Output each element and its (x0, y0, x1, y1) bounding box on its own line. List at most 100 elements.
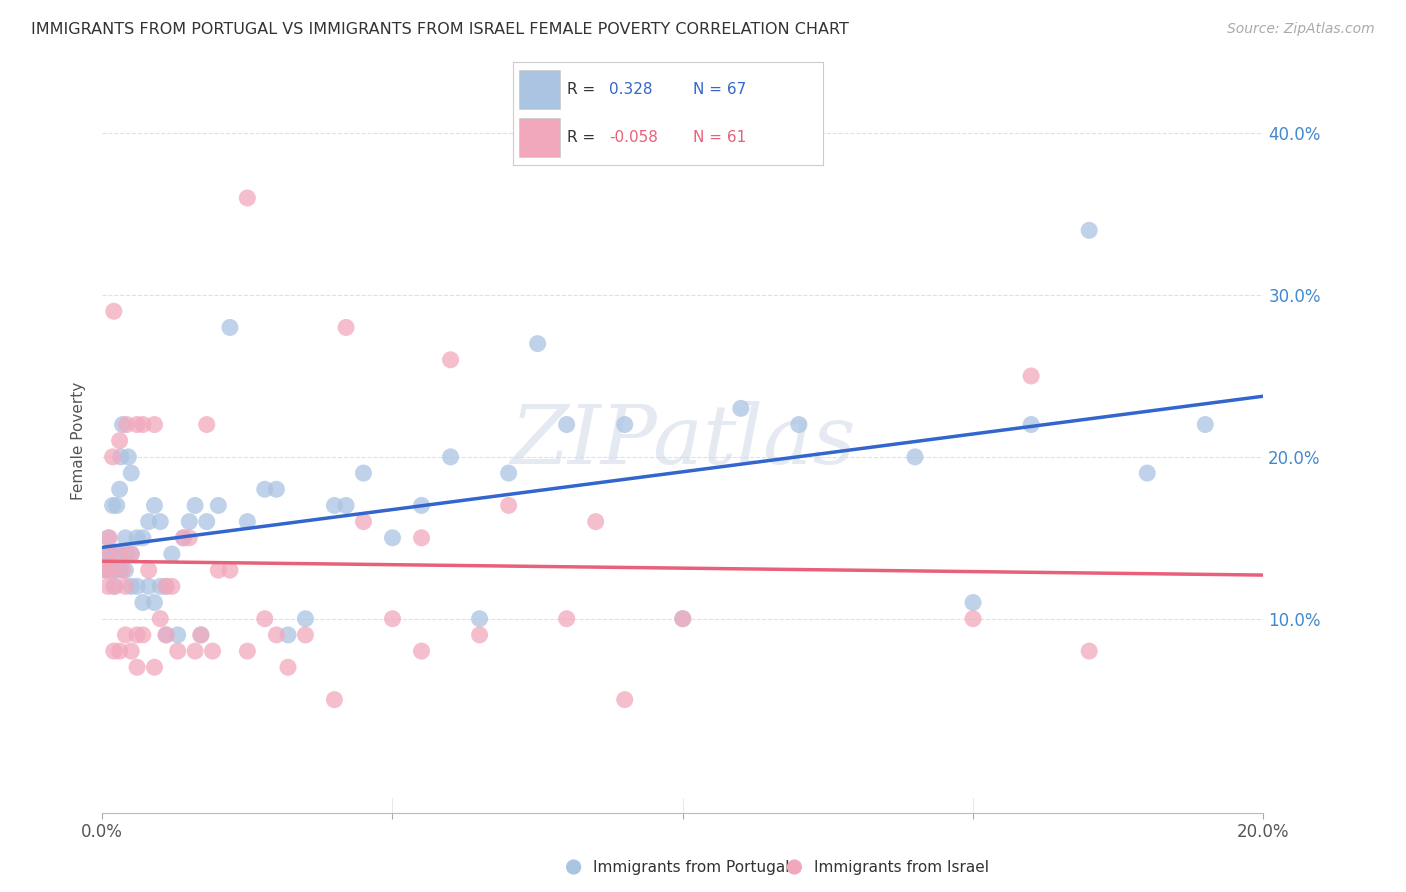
Point (100, 563, 122, 577)
Point (962, 595, 984, 609)
Point (207, 563, 229, 577)
Point (155, 579, 177, 593)
Point (103, 304, 125, 318)
Point (294, 612, 316, 626)
Point (108, 482, 131, 496)
Point (195, 515, 218, 529)
Point (120, 547, 142, 561)
Point (190, 628, 212, 642)
Text: ZIPatlas: ZIPatlas (510, 401, 855, 481)
Point (787, 417, 810, 432)
Point (173, 531, 195, 545)
Point (120, 466, 142, 480)
Point (184, 644, 207, 658)
Point (101, 499, 124, 513)
Text: R =: R = (567, 81, 600, 96)
Point (114, 579, 136, 593)
Text: N = 61: N = 61 (693, 130, 745, 145)
Point (381, 531, 404, 545)
Point (381, 612, 404, 626)
Point (179, 531, 201, 545)
Point (672, 612, 695, 626)
Point (155, 628, 177, 642)
Point (114, 563, 136, 577)
Point (120, 579, 142, 593)
Point (219, 320, 242, 334)
Point (108, 547, 131, 561)
Point (253, 482, 276, 496)
Point (97, 531, 120, 545)
Point (1019, 369, 1042, 384)
Point (115, 547, 138, 561)
Point (132, 595, 155, 609)
Point (1078, 644, 1101, 658)
Point (117, 450, 139, 464)
Point (111, 417, 134, 432)
Point (236, 515, 259, 529)
Point (97, 579, 120, 593)
Point (266, 628, 288, 642)
Point (98, 531, 121, 545)
Point (105, 499, 128, 513)
Point (103, 644, 125, 658)
Point (103, 579, 125, 593)
Point (323, 499, 346, 513)
Point (108, 563, 131, 577)
Point (353, 515, 375, 529)
Point (498, 499, 520, 513)
Point (143, 595, 166, 609)
Point (108, 547, 131, 561)
Point (195, 417, 218, 432)
Point (132, 417, 155, 432)
Point (266, 482, 288, 496)
Point (149, 579, 172, 593)
Point (125, 579, 148, 593)
Point (94, 563, 117, 577)
Point (672, 612, 695, 626)
Text: Immigrants from Israel: Immigrants from Israel (814, 860, 988, 874)
Point (526, 336, 548, 351)
Point (613, 417, 636, 432)
Point (411, 499, 433, 513)
Point (138, 563, 160, 577)
Point (149, 515, 172, 529)
Point (468, 628, 491, 642)
Y-axis label: Female Poverty: Female Poverty (72, 382, 86, 500)
Point (155, 628, 177, 642)
Point (277, 660, 299, 674)
Point (1019, 417, 1042, 432)
FancyBboxPatch shape (519, 118, 560, 157)
Point (323, 692, 346, 706)
Point (555, 612, 578, 626)
Point (125, 531, 148, 545)
Point (253, 612, 276, 626)
Point (190, 628, 212, 642)
Point (730, 401, 752, 416)
Point (100, 547, 122, 561)
Point (335, 499, 357, 513)
Point (114, 531, 136, 545)
Point (294, 628, 316, 642)
Point (562, 860, 585, 874)
Point (555, 417, 578, 432)
Text: Immigrants from Portugal: Immigrants from Portugal (593, 860, 790, 874)
Point (783, 860, 806, 874)
Point (184, 499, 207, 513)
Point (1194, 417, 1216, 432)
Point (439, 450, 461, 464)
Point (904, 450, 927, 464)
Point (143, 660, 166, 674)
Text: Source: ZipAtlas.com: Source: ZipAtlas.com (1227, 22, 1375, 37)
Point (132, 531, 155, 545)
Point (498, 466, 520, 480)
Point (585, 515, 607, 529)
Point (94, 563, 117, 577)
Point (108, 644, 131, 658)
Point (120, 644, 142, 658)
Point (179, 515, 201, 529)
Point (104, 563, 127, 577)
Point (96, 547, 118, 561)
Point (110, 450, 132, 464)
Point (277, 628, 299, 642)
Point (613, 692, 636, 706)
